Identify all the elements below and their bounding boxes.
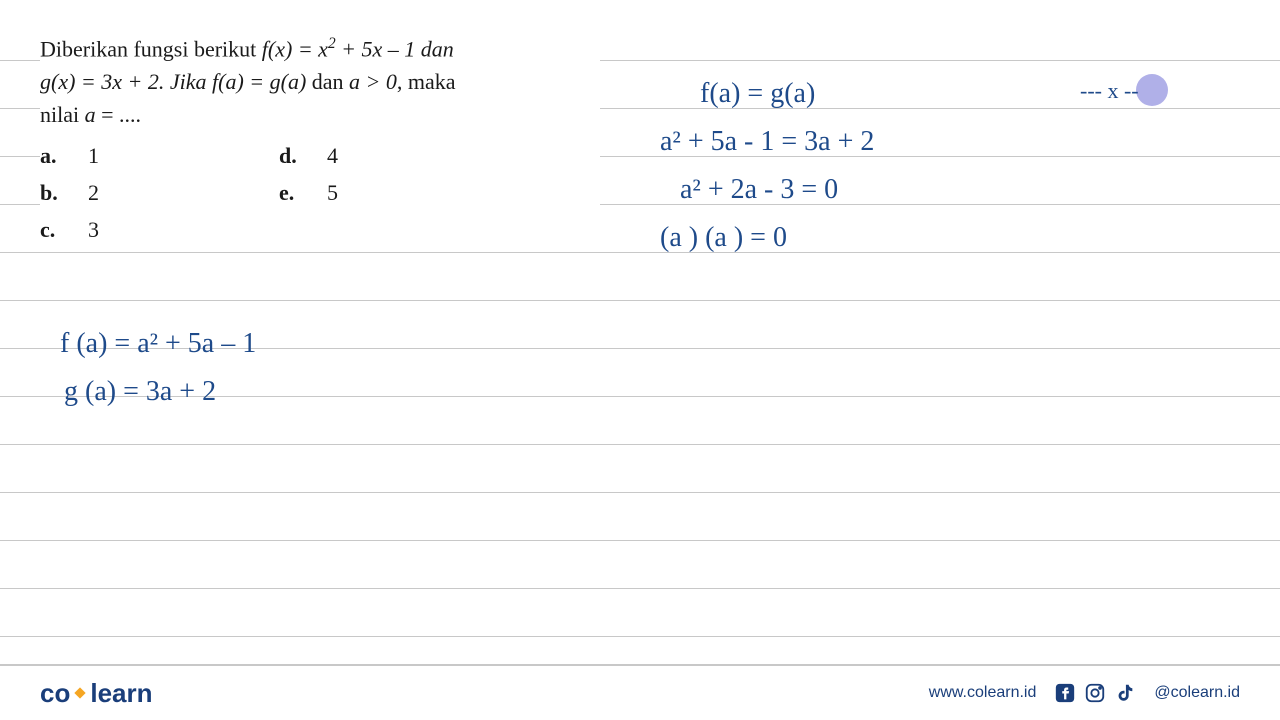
annotation-x: --- x --	[1080, 78, 1139, 104]
option-row: c. 3	[40, 213, 99, 246]
option-value: 4	[327, 139, 338, 172]
handwriting-line: f (a) = a² + 5a – 1	[60, 320, 560, 368]
footer: co learn www.colearn.id @colearn.id	[0, 664, 1280, 720]
logo-dot-icon	[75, 687, 86, 698]
question-gx-prefix: g(x) = 3x + 2. Jika	[40, 69, 212, 94]
answer-options: a. 1 b. 2 c. 3 d. 4 e. 5	[40, 139, 600, 246]
handwriting-line: (a ) (a ) = 0	[660, 214, 1220, 262]
handwriting-line: a² + 5a - 1 = 3a + 2	[660, 118, 1220, 166]
option-letter: d.	[279, 139, 303, 172]
page: Diberikan fungsi berikut f(x) = x2 + 5x …	[0, 0, 1280, 720]
options-left-col: a. 1 b. 2 c. 3	[40, 139, 99, 246]
options-right-col: d. 4 e. 5	[279, 139, 338, 246]
option-letter: e.	[279, 176, 303, 209]
option-row: e. 5	[279, 176, 338, 209]
logo-left: co	[40, 678, 70, 709]
ruled-line	[0, 540, 1280, 541]
instagram-icon	[1084, 682, 1106, 704]
question-cond: a > 0	[349, 69, 397, 94]
social-icons	[1054, 682, 1136, 704]
handwriting-left: f (a) = a² + 5a – 1g (a) = 3a + 2	[60, 320, 560, 416]
question-suffix2: , maka	[397, 69, 456, 94]
question-line-2: g(x) = 3x + 2. Jika f(a) = g(a) dan a > …	[40, 65, 600, 98]
question-fa: f(a) = g(a)	[212, 69, 306, 94]
option-value: 5	[327, 176, 338, 209]
option-row: d. 4	[279, 139, 338, 172]
footer-handle: @colearn.id	[1154, 684, 1240, 702]
tiktok-icon	[1114, 682, 1136, 704]
option-value: 3	[88, 213, 99, 246]
option-letter: a.	[40, 139, 64, 172]
option-value: 1	[88, 139, 99, 172]
footer-right: www.colearn.id @colearn.id	[929, 682, 1240, 704]
option-value: 2	[88, 176, 99, 209]
ruled-line	[0, 588, 1280, 589]
ruled-line	[0, 300, 1280, 301]
question-line-3: nilai a = ....	[40, 98, 600, 131]
ruled-line	[0, 444, 1280, 445]
ruled-line	[0, 636, 1280, 637]
handwriting-line: a² + 2a - 3 = 0	[660, 166, 1220, 214]
logo-right: learn	[90, 678, 152, 709]
question-fx: f(x) = x	[262, 36, 328, 61]
question-text: Diberikan fungsi berikut	[40, 36, 262, 61]
handwriting-line: g (a) = 3a + 2	[60, 368, 560, 416]
question-line-1: Diberikan fungsi berikut f(x) = x2 + 5x …	[40, 32, 600, 65]
question-suffix: + 5x – 1 dan	[336, 36, 454, 61]
footer-url: www.colearn.id	[929, 684, 1037, 702]
option-row: b. 2	[40, 176, 99, 209]
question-exp: 2	[328, 35, 336, 52]
facebook-icon	[1054, 682, 1076, 704]
ruled-line	[0, 492, 1280, 493]
option-letter: c.	[40, 213, 64, 246]
question-mid: dan	[306, 69, 349, 94]
option-letter: b.	[40, 176, 64, 209]
question-nilai: nilai a = ....	[40, 102, 141, 127]
brand-logo: co learn	[40, 678, 153, 709]
option-row: a. 1	[40, 139, 99, 172]
question-block: Diberikan fungsi berikut f(x) = x2 + 5x …	[40, 28, 600, 250]
